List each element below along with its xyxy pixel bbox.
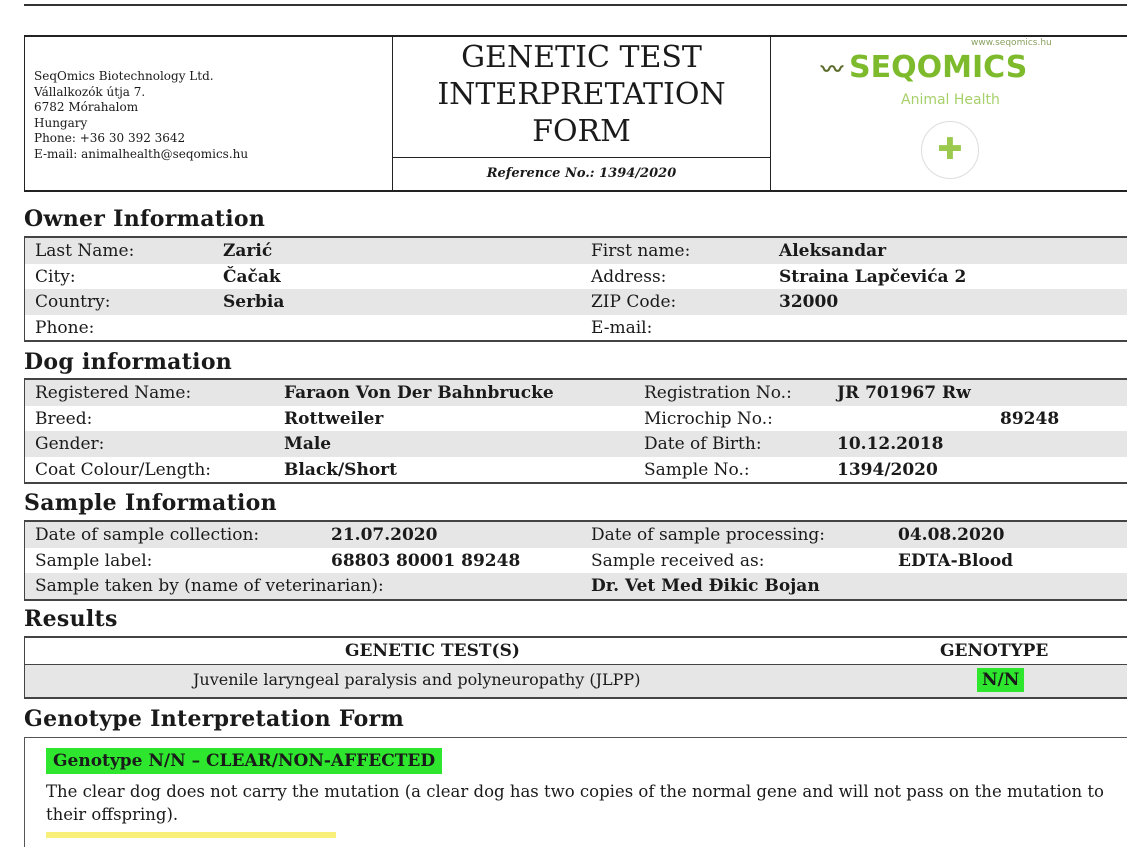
field-label: City:	[35, 266, 76, 287]
table-row: Coat Colour/Length: Black/Short Sample No.…	[25, 457, 1127, 483]
field-label: Registration No.:	[644, 383, 792, 403]
results-table: GENETIC TEST(S) GENOTYPE Juvenile laryng…	[24, 636, 1127, 699]
field-value: Rottweiler	[284, 408, 384, 429]
field-value: EDTA-Blood	[898, 550, 1014, 571]
field-label: First name:	[591, 241, 691, 261]
field-value: Serbia	[223, 292, 285, 312]
test-name: Juvenile laryngeal paralysis and polyneu…	[193, 670, 641, 689]
owner-heading: Owner Information	[24, 206, 266, 232]
table-row: Phone: E-mail:	[25, 315, 1127, 341]
seqomics-logo: www.seqomics.hu 〰 SEQOMICS Animal Health …	[771, 37, 1127, 190]
table-row: Registered Name: Faraon Von Der Bahnbruck…	[25, 380, 1127, 406]
field-value: JR 701967 Rw	[837, 383, 971, 403]
field-label: Sample No.:	[644, 459, 750, 480]
dog-table: Registered Name: Faraon Von Der Bahnbruck…	[24, 378, 1127, 484]
field-label: Last Name:	[35, 241, 135, 261]
form-title: GENETIC TEST INTERPRETATION FORM	[393, 37, 770, 158]
field-value: Black/Short	[284, 459, 397, 480]
results-header-row: GENETIC TEST(S) GENOTYPE	[25, 638, 1127, 664]
sample-table: Date of sample collection: 21.07.2020 Date…	[24, 520, 1127, 601]
company-street: Vállalkozók útja 7.	[34, 84, 146, 99]
field-label: Dr. Vet Med Đikic Bojan	[591, 576, 820, 596]
field-value: Čačak	[223, 266, 281, 287]
company-city: 6782 Mórahalom	[34, 100, 139, 114]
table-row: Breed: Rottweiler Microchip No.: 89248	[25, 406, 1127, 432]
logo-tagline: Animal Health	[901, 92, 1000, 108]
field-label: E-mail:	[591, 317, 653, 338]
table-row: Gender: Male Date of Birth: 10.12.2018	[25, 431, 1127, 457]
field-label: Date of sample collection:	[35, 525, 260, 545]
table-row: Date of sample collection: 21.07.2020 Date…	[25, 522, 1127, 548]
field-value: 1394/2020	[837, 459, 938, 480]
interpretation-heading: Genotype Interpretation Form	[24, 706, 405, 732]
interpretation-text: The clear dog does not carry the mutatio…	[46, 782, 1104, 824]
field-label: Gender:	[35, 434, 105, 454]
field-value: 04.08.2020	[898, 525, 1005, 545]
field-value: 10.12.2018	[837, 434, 944, 454]
field-label: Sample received as:	[591, 550, 765, 571]
next-genotype-tag	[46, 832, 336, 838]
table-row: Country: Serbia ZIP Code: 32000	[25, 289, 1127, 315]
field-label: Breed:	[35, 408, 93, 429]
col-genetic-test: GENETIC TEST(S)	[345, 641, 520, 661]
field-value: Aleksandar	[779, 241, 887, 261]
field-label: Microchip No.:	[644, 408, 773, 429]
dog-heading: Dog information	[24, 349, 233, 375]
form-header: SeqOmics Biotechnology Ltd. Vállalkozók …	[24, 35, 1127, 192]
dna-icon: 〰	[821, 58, 844, 83]
field-value: 21.07.2020	[331, 525, 438, 545]
results-heading: Results	[24, 606, 118, 632]
field-label: ZIP Code:	[591, 292, 677, 312]
title-line: FORM	[532, 114, 631, 149]
company-country: Hungary	[34, 115, 88, 130]
title-line: GENETIC TEST	[461, 40, 702, 75]
title-line: INTERPRETATION	[437, 77, 726, 112]
field-value: Zarić	[223, 241, 273, 261]
field-value: Straina Lapčevića 2	[779, 266, 967, 287]
company-email: E-mail: animalhealth@seqomics.hu	[34, 146, 249, 161]
field-label: Phone:	[35, 317, 95, 338]
page-top-rule	[24, 4, 1127, 6]
sample-heading: Sample Information	[24, 490, 277, 516]
company-phone: Phone: +36 30 392 3642	[34, 131, 186, 145]
field-value: 89248	[1000, 408, 1060, 429]
field-value: Faraon Von Der Bahnbrucke	[284, 383, 554, 403]
field-label: Registered Name:	[35, 383, 192, 403]
field-value: 68803 80001 89248	[331, 550, 521, 571]
field-label: Date of Birth:	[644, 434, 762, 454]
logo-brand: SEQOMICS	[849, 50, 1028, 85]
medical-cross-icon: ✚	[921, 121, 979, 179]
field-value: 32000	[779, 292, 839, 312]
genotype-tag: Genotype N/N – CLEAR/NON-AFFECTED	[46, 748, 443, 774]
field-label: Coat Colour/Length:	[35, 459, 212, 480]
field-label: Sample label:	[35, 550, 153, 571]
interpretation-box: Genotype N/N – CLEAR/NON-AFFECTED The cl…	[24, 737, 1127, 847]
company-address: SeqOmics Biotechnology Ltd. Vállalkozók …	[25, 37, 393, 190]
field-label: Date of sample processing:	[591, 525, 826, 545]
genotype-result: N/N	[977, 668, 1025, 692]
field-label: Address:	[591, 266, 667, 287]
table-row: Juvenile laryngeal paralysis and polyneu…	[25, 664, 1127, 697]
table-row: Last Name: Zarić First name: Aleksandar	[25, 238, 1127, 264]
col-genotype: GENOTYPE	[940, 641, 1049, 661]
field-label: Country:	[35, 292, 111, 312]
table-row: Sample label: 68803 80001 89248 Sample rec…	[25, 548, 1127, 574]
field-label: Sample taken by (name of veterinarian):	[35, 576, 384, 596]
table-row: Sample taken by (name of veterinarian): D…	[25, 573, 1127, 599]
logo-website: www.seqomics.hu	[971, 38, 1052, 48]
company-name: SeqOmics Biotechnology Ltd.	[34, 69, 214, 83]
owner-table: Last Name: Zarić First name: Aleksandar City…	[24, 236, 1127, 342]
reference-number: Reference No.: 1394/2020	[486, 166, 677, 181]
field-value: Male	[284, 434, 332, 454]
table-row: City: Čačak Address: Straina Lapčevića 2	[25, 264, 1127, 290]
